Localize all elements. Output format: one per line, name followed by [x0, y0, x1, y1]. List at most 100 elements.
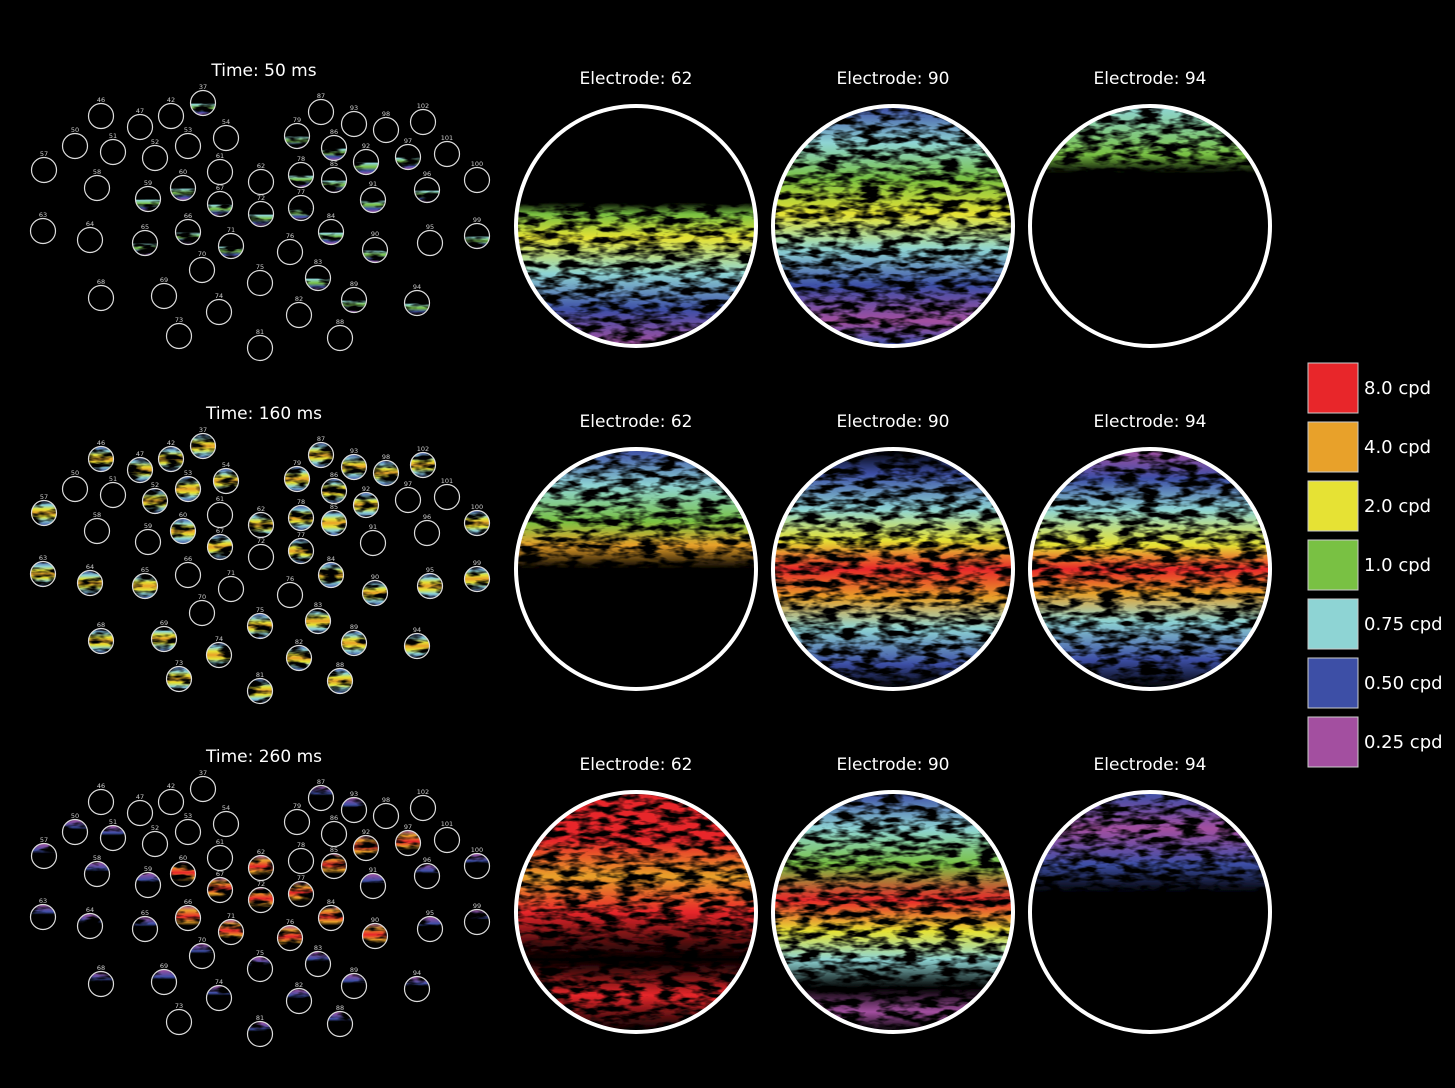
electrode-number: 102 [417, 102, 429, 110]
electrode [320, 820, 348, 848]
electrode-number: 91 [369, 523, 377, 531]
electrode-map [1031, 107, 1269, 345]
electrode-fill [353, 835, 379, 861]
electrode [433, 140, 461, 168]
electrode [416, 229, 444, 257]
electrode [188, 942, 216, 970]
electrode [361, 922, 389, 950]
electrode-number: 101 [441, 820, 453, 828]
legend-swatch [1307, 657, 1359, 709]
electrode-number: 61 [216, 838, 224, 846]
electrode-fill [207, 534, 233, 560]
electrode-number: 92 [362, 828, 370, 836]
electrode-number: 99 [473, 559, 481, 567]
electrode-fill [308, 442, 334, 468]
electrode-number: 74 [215, 635, 223, 643]
electrode [126, 799, 154, 827]
electrode-number: 65 [141, 909, 149, 917]
electrode [246, 334, 274, 362]
electrode [340, 286, 368, 314]
electrode-number: 71 [227, 569, 235, 577]
electrode [217, 575, 245, 603]
electrode [307, 441, 335, 469]
electrode [285, 644, 313, 672]
electrode-number: 70 [198, 250, 206, 258]
electrode-number: 77 [297, 531, 305, 539]
electrode [217, 232, 245, 260]
electrode-number: 88 [336, 1004, 344, 1012]
electrode-number: 50 [71, 126, 79, 134]
electrode-number: 51 [109, 475, 117, 483]
electrode [372, 116, 400, 144]
electrode-fill [305, 608, 331, 634]
electrode-fill [248, 512, 274, 538]
electrode-number: 53 [184, 126, 192, 134]
electrode [29, 903, 57, 931]
electrode-number: 64 [86, 220, 94, 228]
electrode [463, 222, 491, 250]
electrode [141, 144, 169, 172]
electrode-fill [135, 186, 161, 212]
electrode-outline [1028, 104, 1272, 348]
electrode-number: 86 [330, 814, 338, 822]
electrode-number: 72 [257, 194, 265, 202]
electrode-number: 75 [256, 606, 264, 614]
electrode [131, 229, 159, 257]
electrode-fill [132, 230, 158, 256]
electrode-number: 67 [216, 870, 224, 878]
electrode-fill [305, 265, 331, 291]
electrode-fill [248, 201, 274, 227]
electrode [126, 456, 154, 484]
electrode-fill [288, 505, 314, 531]
electrode [29, 560, 57, 588]
electrode-number: 92 [362, 485, 370, 493]
electrode-number: 68 [97, 621, 105, 629]
electrode-fill [360, 873, 386, 899]
electrode [206, 501, 234, 529]
electrode-fill [88, 971, 114, 997]
electrode [352, 148, 380, 176]
electrode-fill [464, 566, 490, 592]
legend-label: 0.75 cpd [1364, 614, 1443, 635]
electrode [134, 528, 162, 556]
electrode [83, 860, 111, 888]
electrode-fill [353, 149, 379, 175]
electrode-fill [175, 476, 201, 502]
electrode-number: 75 [256, 949, 264, 957]
electrode-number: 78 [297, 498, 305, 506]
electrode [283, 465, 311, 493]
electrode [131, 572, 159, 600]
electrode-number: 51 [109, 818, 117, 826]
electrode [359, 529, 387, 557]
electrode-number: 96 [423, 856, 431, 864]
electrode-number: 85 [330, 503, 338, 511]
electrode [189, 89, 217, 117]
electrode [212, 810, 240, 838]
electrode-fill [288, 195, 314, 221]
electrode-number: 50 [71, 812, 79, 820]
legend-label: 4.0 cpd [1364, 437, 1431, 458]
electrode [174, 132, 202, 160]
electrode [409, 794, 437, 822]
electrode-title: Electrode: 62 [580, 755, 693, 775]
legend-swatch [1307, 539, 1359, 591]
electrode [150, 625, 178, 653]
electrode [134, 185, 162, 213]
electrode [276, 238, 304, 266]
electrode-number: 71 [227, 912, 235, 920]
electrode [247, 886, 275, 914]
electrode-fill [189, 943, 215, 969]
electrode-number: 95 [426, 566, 434, 574]
electrode-number: 86 [330, 128, 338, 136]
electrode-number: 57 [40, 493, 48, 501]
electrode [205, 298, 233, 326]
legend-label: 0.25 cpd [1364, 732, 1443, 753]
electrode-number: 69 [160, 276, 168, 284]
electrode-fill [395, 144, 421, 170]
electrode-number: 84 [327, 212, 335, 220]
electrode-map [1031, 450, 1269, 688]
electrode-number: 42 [167, 782, 175, 790]
electrode-number: 66 [184, 898, 192, 906]
electrode-fill [218, 919, 244, 945]
